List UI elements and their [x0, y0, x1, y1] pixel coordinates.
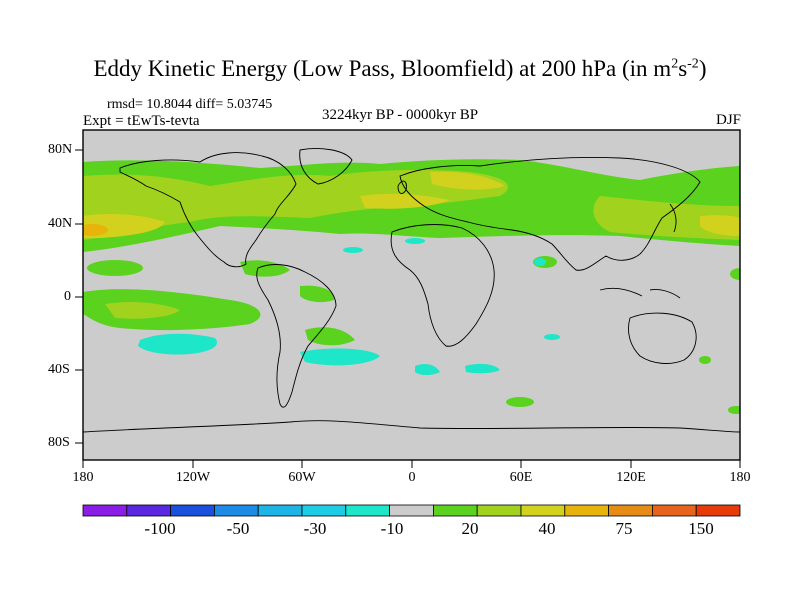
- contour-south-pacific-neg: [138, 333, 218, 355]
- colorbar-box: [126, 504, 172, 517]
- contour-pacific-peak: [83, 224, 108, 236]
- contour-pacific-yg: [593, 196, 740, 240]
- coast-uk: [397, 180, 407, 194]
- contour-pacific-yellow: [700, 215, 740, 236]
- colorbar-label-150: 150: [688, 519, 714, 538]
- lat-label-eq: 0: [64, 289, 71, 304]
- lat-label-80s: 80S: [48, 435, 70, 450]
- colorbar-label-m10: -10: [380, 519, 404, 538]
- lon-label-60w: 60W: [288, 470, 316, 485]
- coast-south-america: [256, 264, 337, 408]
- colorbar-box: [608, 504, 653, 517]
- colorbar-box: [432, 504, 478, 517]
- contour-southern-indian-neg: [415, 364, 440, 375]
- coast-greenland: [299, 148, 353, 185]
- colorbar-box: [82, 504, 128, 517]
- contour-atlantic-yellow: [360, 193, 450, 209]
- colorbar-box: [520, 504, 566, 517]
- contour-eurasia-yellow: [430, 171, 505, 190]
- lon-label-60e: 60E: [509, 470, 533, 485]
- contour-westpacific-green: [730, 268, 740, 280]
- contour-hawaii-green: [87, 260, 143, 276]
- colorbar-label-m50: -50: [226, 519, 250, 538]
- colorbar-box: [564, 504, 609, 517]
- contour-south-atlantic-neg: [300, 348, 380, 366]
- lon-label-120w: 120W: [175, 470, 211, 485]
- contour-nh-yellowgreen: [83, 169, 509, 240]
- coastlines: [83, 148, 740, 433]
- axis-ticks: [75, 149, 741, 468]
- colorbar-label-m30: -30: [303, 519, 327, 538]
- map-title: Eddy Kinetic Energy (Low Pass, Bloomfiel…: [93, 56, 707, 81]
- lon-label-180w: 180: [72, 470, 94, 485]
- lat-label-80n: 80N: [48, 142, 73, 157]
- contour-southatlantic-green: [305, 327, 355, 346]
- colorbar-box: [652, 504, 697, 517]
- colorbar-box: [476, 504, 522, 517]
- coast-japan: [669, 203, 677, 233]
- season-label: DJF: [715, 112, 741, 128]
- contour-africa-neg: [405, 238, 425, 244]
- colorbar-box: [301, 504, 347, 517]
- experiment-label: Expt = tEwTs-tevta: [83, 113, 200, 129]
- coast-eurasia: [399, 157, 701, 271]
- contour-tropical-yg: [105, 302, 180, 319]
- coast-africa: [390, 224, 495, 347]
- lon-label-120e: 120E: [616, 470, 646, 485]
- period-label: 3224kyr BP - 0000kyr BP: [321, 107, 479, 123]
- colorbar-box: [345, 504, 390, 517]
- contour-nz-green: [699, 356, 711, 364]
- coast-indonesia: [599, 287, 681, 299]
- lon-label-0: 0: [408, 470, 416, 485]
- contour-southern-indian-neg-2: [465, 363, 500, 374]
- colorbar-label-m100: -100: [144, 519, 176, 538]
- contour-southern-green-1: [506, 397, 534, 407]
- lat-label-40n: 40N: [48, 216, 73, 231]
- contour-indian-neg: [544, 334, 560, 340]
- colorbar-label-20: 20: [461, 519, 479, 538]
- contour-southamerica-green: [300, 285, 335, 303]
- contour-natl-neg: [343, 247, 363, 253]
- contour-southern-green-2: [728, 406, 740, 414]
- colorbar-box: [170, 504, 215, 517]
- colorbar-label-40: 40: [538, 519, 556, 538]
- lat-label-40s: 40S: [48, 362, 70, 377]
- colorbar-label-75: 75: [615, 519, 633, 538]
- colorbar-box: [389, 504, 434, 517]
- colorbar: [82, 504, 741, 517]
- lon-label-180e: 180: [729, 470, 751, 485]
- contour-fields: [83, 148, 740, 433]
- stats-text: rmsd= 10.8044 diff= 5.03745: [107, 97, 273, 112]
- coast-north-america: [119, 152, 297, 268]
- coast-antarctica: [83, 420, 740, 433]
- contour-arabia-neg: [534, 258, 546, 266]
- colorbar-box: [695, 504, 741, 517]
- coast-australia: [628, 312, 697, 364]
- colorbar-box: [213, 504, 259, 517]
- colorbar-box: [257, 504, 303, 517]
